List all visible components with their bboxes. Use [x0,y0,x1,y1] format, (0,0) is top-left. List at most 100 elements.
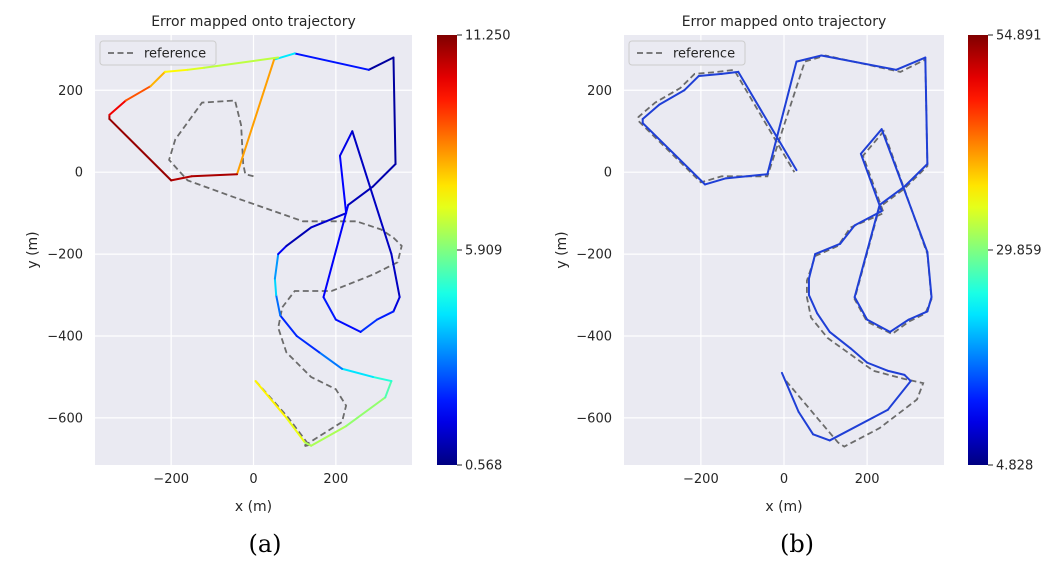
trajectory-segment [859,152,883,213]
trajectory-segment [310,425,348,447]
y-tick-label: −400 [576,330,612,345]
trajectory-segment [853,203,881,299]
colorbar-a [437,35,457,465]
colorbar-tick-label: 11.250 [465,29,511,44]
trajectory-segment [285,416,306,444]
trajectory-segment [295,335,321,354]
caption-b: (b) [780,530,814,558]
legend-box [628,40,746,66]
chart-title-a: Error mapped onto trajectory [151,14,356,30]
trajectory-segment [186,66,206,71]
x-tick-label: 0 [249,472,257,487]
colorbar-b [968,35,988,465]
legend-a: reference [99,40,217,66]
chart-title-b: Error mapped onto trajectory [682,14,887,30]
trajectory-segment [279,314,298,337]
y-tick-label: 0 [604,166,612,181]
trajectory-segment [886,380,912,411]
trajectory-segment [108,117,173,182]
trajectory-segment [293,52,370,71]
trajectory-segment [236,58,276,176]
y-tick-label: −200 [47,248,83,263]
trajectory-segment [322,296,337,321]
trajectory-segment [338,130,354,157]
colorbar-tick-label: 29.859 [996,244,1042,259]
trajectory-segment [170,175,193,182]
trajectory-segment [903,373,912,383]
y-tick-label: 200 [58,84,83,99]
trajectory-segment [766,60,798,176]
trajectory-segment [866,361,889,372]
trajectory-segment [658,89,686,106]
trajectory-segment [322,203,350,299]
trajectory-segment [392,296,401,313]
trajectory-segment [334,318,362,333]
trajectory-segment [641,103,661,120]
trajectory-segment [807,253,817,280]
y-tick-label: 200 [587,84,612,99]
y-tick-label: −600 [47,411,83,426]
trajectory-segment [888,318,910,333]
trajectory-segment [384,380,393,399]
trajectory-segment [853,296,869,321]
trajectory-segment [190,173,239,178]
trajectory-segment [895,56,927,71]
trajectory-segment [318,351,344,370]
trajectory-segment [371,163,397,188]
trajectory-segment [812,433,831,442]
legend-label-reference: reference [144,47,206,62]
trajectory-segment [697,72,723,77]
y-axis-label-b: y (m) [554,231,570,268]
y-tick-label: −600 [576,411,612,426]
y-tick-label: −200 [576,248,612,263]
trajectory-segment [737,70,798,172]
legend-label-reference: reference [673,47,735,62]
trajectory-segment [149,70,166,88]
legend-box [99,40,217,66]
trajectory-segment [839,224,856,245]
y-tick-label: −400 [47,330,83,345]
trajectory-segment [163,68,189,73]
reference-line-a [168,99,403,448]
trajectory-segment [903,163,929,188]
trajectory-segment [880,128,929,254]
trajectory-segment [108,99,127,116]
trajectory-segment [683,74,700,92]
trajectory-segment [285,226,313,247]
caption-a: (a) [248,530,281,558]
trajectory-segment [277,244,288,256]
trajectory-segment [367,56,395,71]
trajectory-segment [203,56,280,69]
trajectory-segment [310,212,348,229]
trajectory-segment [351,130,393,256]
trajectory-segment [273,277,278,297]
legend-b: reference [628,40,746,66]
colorbar-tick-label: 4.828 [996,459,1033,474]
trajectory-segment [724,173,769,180]
chart-b: −200 0 200 200 0 −200 −400 −600 Error mapped ont… [554,14,1042,558]
x-tick-label: −200 [683,472,719,487]
trajectory-segment [347,185,374,206]
trajectory-segment [926,251,933,299]
x-axis-label-a: x (m) [235,499,272,515]
trajectory-segment [926,296,933,313]
trajectory-segment [814,242,842,256]
trajectory-segment [866,318,891,333]
trajectory-segment [820,54,898,71]
trajectory-segment [254,380,288,419]
trajectory-segment [341,367,374,378]
trajectory-segment [859,128,883,155]
trajectory-segment [816,312,831,333]
chart-a: −200 0 200 200 0 −200 −400 −600 Error mapped ont… [25,14,511,558]
reference-line-b [637,54,933,448]
x-tick-label: −200 [153,472,189,487]
trajectory-line-a [108,52,401,447]
trajectory-segment [780,371,800,413]
colorbar-tick-label: 54.891 [996,29,1042,44]
trajectory-segment [275,294,282,317]
trajectory-line-b [641,54,933,442]
trajectory-segment [359,318,379,333]
trajectory-segment [641,122,707,186]
y-axis-label-a: y (m) [25,231,41,268]
